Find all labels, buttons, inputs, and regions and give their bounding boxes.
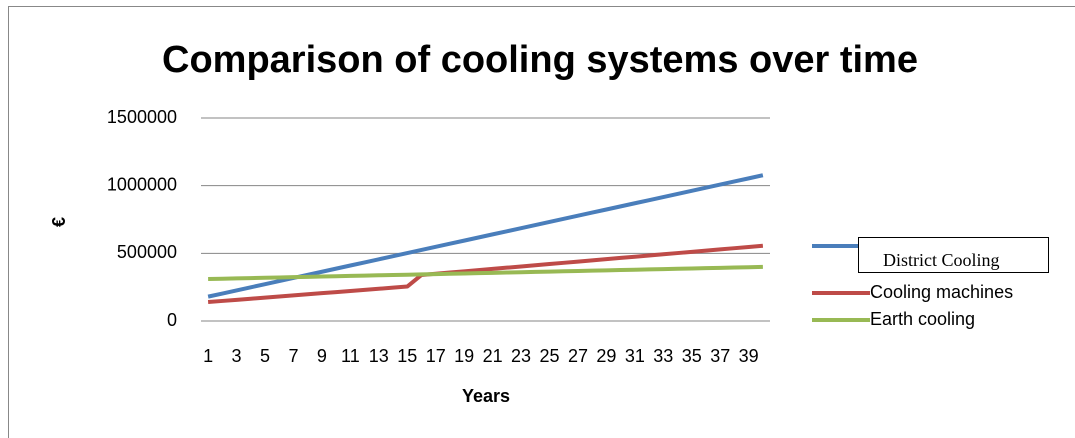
- series-line: [207, 243, 764, 305]
- x-tick-label: 19: [454, 346, 474, 366]
- x-tick-label: 21: [483, 346, 503, 366]
- legend-label: District Cooling: [883, 250, 1000, 270]
- chart-border: [8, 6, 1075, 438]
- x-tick-label: 5: [260, 346, 270, 366]
- y-tick-label: 500000: [117, 242, 177, 262]
- legend-label-box: [858, 237, 1049, 273]
- x-tick-label: 13: [369, 346, 389, 366]
- series-line: [208, 264, 763, 282]
- y-tick-label: 1500000: [107, 107, 177, 127]
- x-tick-label: 25: [539, 346, 559, 366]
- x-tick-label: 29: [596, 346, 616, 366]
- x-tick-label: 3: [232, 346, 242, 366]
- x-tick-label: 39: [739, 346, 759, 366]
- x-tick-label: 17: [426, 346, 446, 366]
- legend-label: Earth cooling: [870, 309, 975, 329]
- x-tick-label: 1: [203, 346, 213, 366]
- y-tick-label: 1000000: [107, 174, 177, 194]
- x-tick-label: 7: [288, 346, 298, 366]
- x-tick-label: 37: [710, 346, 730, 366]
- x-tick-label: 35: [682, 346, 702, 366]
- x-tick-label: 27: [568, 346, 588, 366]
- y-axis-title: €: [49, 217, 69, 227]
- x-axis-title: Years: [462, 386, 510, 406]
- x-tick-label: 31: [625, 346, 645, 366]
- x-tick-label: 23: [511, 346, 531, 366]
- x-tick-label: 33: [653, 346, 673, 366]
- chart-title: Comparison of cooling systems over time: [162, 39, 918, 81]
- x-tick-label: 11: [341, 346, 360, 366]
- x-tick-label: 9: [317, 346, 327, 366]
- legend-label: Cooling machines: [870, 282, 1013, 302]
- y-tick-label: 0: [167, 310, 177, 330]
- x-tick-label: 15: [397, 346, 417, 366]
